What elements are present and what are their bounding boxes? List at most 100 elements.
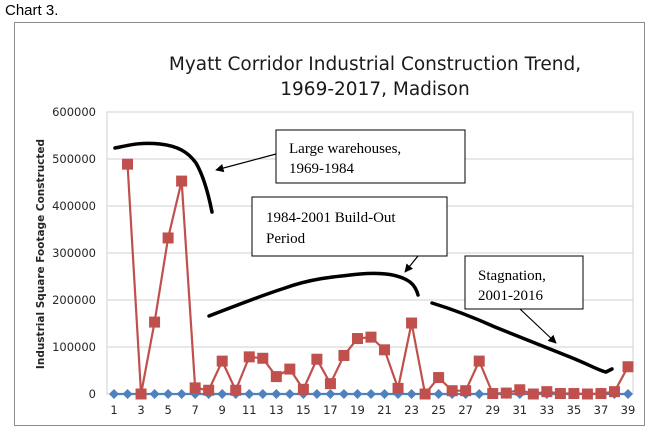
- data-point-square: [189, 382, 201, 394]
- arrow-build-out: [404, 255, 419, 273]
- data-point-square: [392, 382, 404, 394]
- data-point-square: [351, 333, 363, 345]
- data-point-square: [176, 175, 188, 187]
- y-tick-label: 200000: [52, 293, 96, 307]
- data-point-square: [595, 388, 607, 400]
- data-point-square: [365, 331, 377, 343]
- data-point-square: [581, 388, 593, 400]
- data-point-diamond: [325, 389, 336, 399]
- data-point-square: [311, 353, 323, 365]
- data-point-diamond: [109, 389, 119, 399]
- chart-frame: [14, 22, 645, 426]
- data-point-square: [243, 351, 255, 363]
- y-tick-label: 100000: [52, 340, 96, 354]
- annotation-text: Stagnation,: [478, 268, 546, 284]
- trend-curve-build-out: [207, 271, 420, 318]
- x-tick-label: 15: [296, 403, 311, 417]
- data-point-diamond: [176, 389, 187, 399]
- data-point-diamond: [149, 389, 160, 399]
- data-point-square: [500, 387, 512, 399]
- annotation-text: 1984-2001 Build-Out: [266, 210, 396, 226]
- y-tick-label: 600000: [52, 105, 96, 119]
- annotation-text: Large warehouses,: [289, 141, 401, 157]
- x-tick-label: 31: [512, 403, 527, 417]
- data-point-square: [473, 355, 485, 367]
- data-point-square: [622, 361, 634, 373]
- x-tick-label: 13: [269, 403, 284, 417]
- y-tick-label: 500000: [52, 152, 96, 166]
- data-point-square: [162, 232, 174, 244]
- chart-title-line-2: 1969-2017, Madison: [280, 79, 469, 100]
- x-tick-label: 1: [110, 403, 117, 417]
- data-point-square: [527, 388, 539, 400]
- data-point-square: [460, 385, 472, 397]
- x-tick-label: 11: [242, 403, 257, 417]
- x-tick-label: 17: [323, 403, 338, 417]
- y-tick-label: 400000: [52, 199, 96, 213]
- annotation-text: 2001-2016: [478, 288, 543, 304]
- data-point-square: [149, 316, 161, 328]
- data-point-square: [122, 158, 134, 170]
- trend-curve-stagnation: [430, 301, 614, 374]
- data-point-diamond: [163, 389, 174, 399]
- data-point-diamond: [433, 389, 444, 399]
- x-tick-label: 21: [377, 403, 392, 417]
- x-tick-label: 7: [191, 403, 198, 417]
- data-point-diamond: [284, 389, 295, 399]
- data-point-diamond: [474, 389, 485, 399]
- x-tick-label: 29: [485, 403, 500, 417]
- data-point-diamond: [338, 389, 349, 399]
- data-point-square: [541, 386, 553, 398]
- x-tick-label: 3: [137, 403, 144, 417]
- annotation-build-out: 1984-2001 Build-Out Period: [251, 196, 448, 257]
- data-point-square: [554, 388, 566, 400]
- data-point-square: [338, 349, 350, 361]
- data-point-diamond: [379, 389, 390, 399]
- data-point-square: [379, 344, 391, 356]
- arrow-stagnation: [519, 308, 557, 344]
- data-point-square: [270, 371, 282, 383]
- data-point-square: [230, 384, 242, 396]
- data-point-square: [297, 383, 309, 395]
- x-tick-label: 39: [621, 403, 636, 417]
- data-point-diamond: [623, 389, 633, 399]
- arrow-large-warehouses: [215, 153, 277, 173]
- data-point-diamond: [366, 389, 376, 399]
- data-point-diamond: [122, 389, 133, 399]
- x-tick-label: 5: [164, 403, 171, 417]
- x-tick-label: 19: [350, 403, 365, 417]
- data-point-square: [203, 384, 215, 396]
- chart-title-line-1: Myatt Corridor Industrial Construction T…: [169, 54, 581, 75]
- y-tick-label: 0: [89, 387, 96, 401]
- x-tick-label: 35: [567, 403, 582, 417]
- x-tick-label: 33: [540, 403, 555, 417]
- data-point-square: [446, 385, 458, 397]
- trend-curve-large-warehouses: [113, 141, 214, 214]
- x-tick-label: 37: [594, 403, 609, 417]
- data-point-square: [568, 388, 580, 400]
- annotation-text: Period: [266, 231, 306, 247]
- series-1: [122, 158, 634, 400]
- annotation-stagnation: Stagnation, 2001-2016: [464, 255, 584, 310]
- x-tick-label: 23: [404, 403, 419, 417]
- x-tick-label: 27: [458, 403, 473, 417]
- x-tick-label: 9: [219, 403, 226, 417]
- data-point-square: [406, 317, 418, 329]
- chart-caption: Chart 3.: [5, 2, 59, 19]
- data-point-square: [135, 388, 147, 400]
- data-point-square: [487, 388, 499, 400]
- annotation-text: 1969-1984: [289, 161, 354, 177]
- data-point-diamond: [406, 389, 417, 399]
- data-point-square: [608, 386, 620, 398]
- data-point-square: [433, 372, 445, 384]
- data-point-square: [324, 378, 336, 390]
- data-point-diamond: [244, 389, 255, 399]
- data-point-square: [216, 355, 228, 367]
- annotation-large-warehouses: Large warehouses, 1969-1984: [275, 129, 466, 184]
- data-point-diamond: [271, 389, 282, 399]
- data-point-diamond: [311, 389, 322, 399]
- y-tick-label: 300000: [52, 246, 96, 260]
- data-point-square: [419, 388, 431, 400]
- data-point-diamond: [352, 389, 363, 399]
